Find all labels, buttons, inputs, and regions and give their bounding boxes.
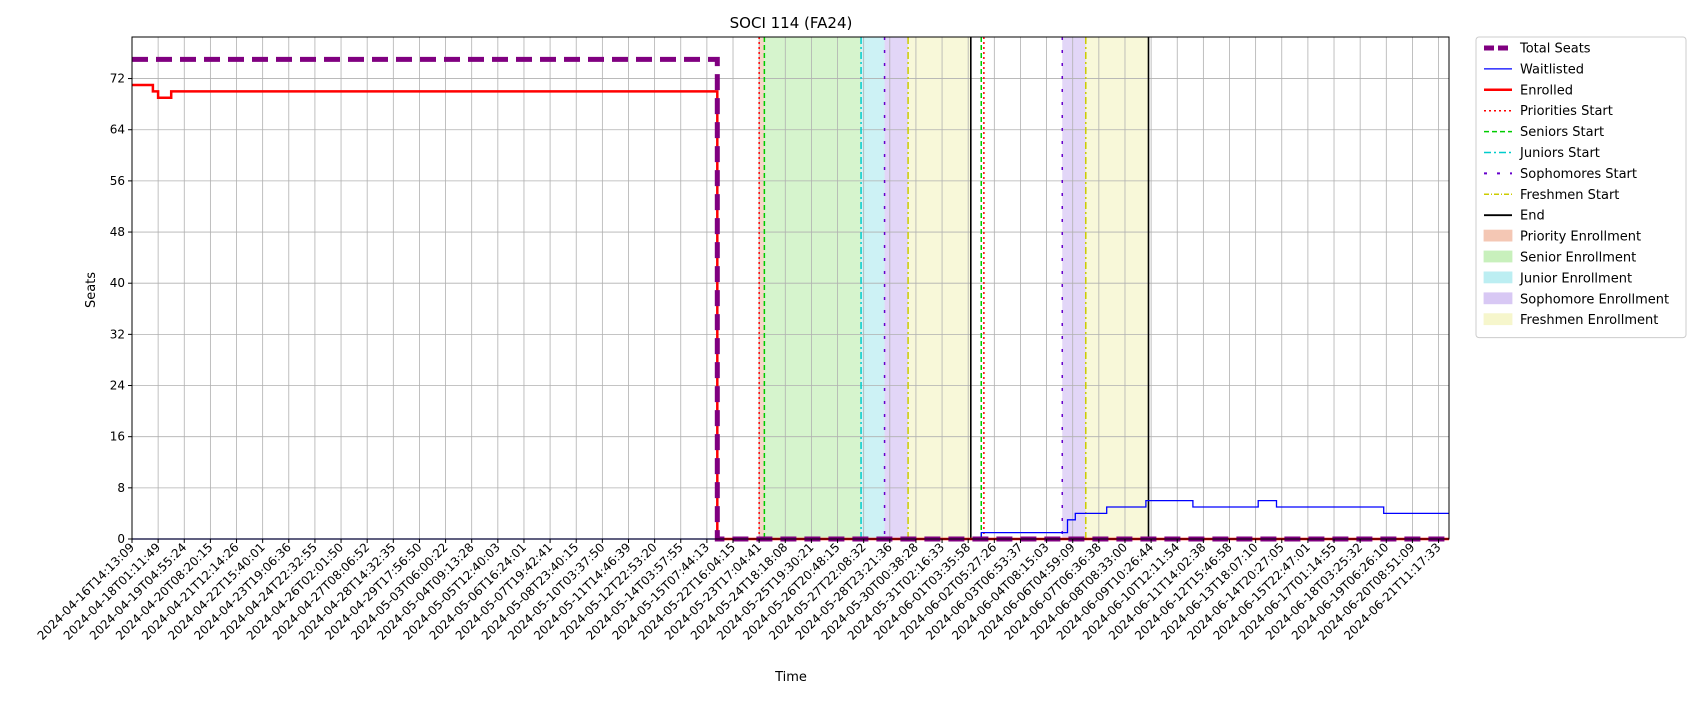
legend-label-priorities-start: Priorities Start	[1520, 104, 1613, 119]
legend-label-seniors-start: Seniors Start	[1520, 125, 1604, 140]
y-tick-label: 16	[110, 430, 125, 444]
legend: Total Seats Waitlisted Enrolled Priorities …	[1475, 36, 1687, 339]
legend-swatch-priority-enrollment	[1483, 229, 1513, 242]
y-axis-label: Seats	[84, 272, 99, 308]
legend-label-sophomores-start: Sophomores Start	[1520, 167, 1637, 182]
legend-swatch-senior-enrollment	[1483, 250, 1513, 263]
legend-box	[1475, 36, 1687, 339]
y-tick-label: 0	[117, 532, 125, 546]
region-sophomore-enrollment-1	[1062, 37, 1086, 539]
legend-label-freshmen-enrollment: Freshmen Enrollment	[1520, 313, 1658, 328]
region-priority-enrollment-0	[759, 37, 765, 539]
y-tick-label: 8	[117, 481, 125, 495]
legend-swatch-junior-enrollment	[1483, 271, 1513, 284]
y-tick-label: 32	[110, 327, 125, 341]
y-tick-label: 64	[110, 123, 125, 137]
region-freshmen-enrollment-0	[908, 37, 971, 539]
legend-label-freshmen-start: Freshmen Start	[1520, 188, 1619, 203]
legend-swatch-freshmen-enrollment	[1483, 313, 1513, 326]
legend-label-sophomore-enrollment: Sophomore Enrollment	[1520, 292, 1669, 307]
series-waitlisted	[132, 499, 1449, 540]
y-tick-label: 72	[110, 72, 125, 86]
legend-label-senior-enrollment: Senior Enrollment	[1520, 251, 1636, 266]
legend-label-junior-enrollment: Junior Enrollment	[1519, 271, 1632, 286]
region-senior-enrollment-0	[764, 37, 862, 539]
legend-label-priority-enrollment: Priority Enrollment	[1520, 230, 1641, 245]
legend-label-enrolled: Enrolled	[1520, 83, 1573, 98]
legend-label-waitlisted: Waitlisted	[1520, 62, 1584, 77]
legend-label-end: End	[1520, 209, 1545, 224]
region-junior-enrollment-0	[861, 37, 885, 539]
legend-label-total-seats: Total Seats	[1519, 42, 1591, 57]
legend-swatch-sophomore-enrollment	[1483, 292, 1513, 305]
x-axis-label: Time	[774, 670, 807, 685]
y-ticks: 0 8 16 24 32 40 48 56 64 72	[110, 72, 132, 546]
phase-lines	[758, 37, 1150, 539]
grid	[131, 37, 1449, 540]
y-tick-label: 40	[110, 276, 125, 290]
y-tick-label: 24	[110, 379, 125, 393]
enrollment-regions	[759, 37, 1149, 539]
chart-title: SOCI 114 (FA24)	[730, 14, 853, 32]
region-freshmen-enrollment-1	[1085, 37, 1149, 539]
y-tick-label: 48	[110, 225, 125, 239]
legend-label-juniors-start: Juniors Start	[1519, 146, 1600, 161]
plot-frame	[131, 36, 1450, 540]
y-tick-label: 56	[110, 174, 125, 188]
region-sophomore-enrollment-0	[884, 37, 909, 539]
